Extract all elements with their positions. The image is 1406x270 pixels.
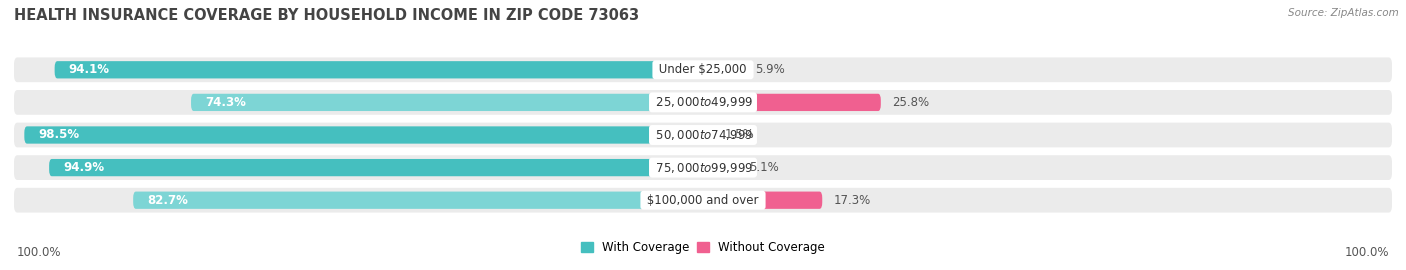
FancyBboxPatch shape: [703, 159, 738, 176]
Text: $50,000 to $74,999: $50,000 to $74,999: [652, 128, 754, 142]
Legend: With Coverage, Without Coverage: With Coverage, Without Coverage: [576, 236, 830, 259]
FancyBboxPatch shape: [14, 155, 1392, 180]
Text: 82.7%: 82.7%: [148, 194, 188, 207]
Text: 94.1%: 94.1%: [69, 63, 110, 76]
FancyBboxPatch shape: [14, 188, 1392, 212]
FancyBboxPatch shape: [14, 58, 1392, 82]
FancyBboxPatch shape: [14, 123, 1392, 147]
FancyBboxPatch shape: [49, 159, 703, 176]
Text: $25,000 to $49,999: $25,000 to $49,999: [652, 95, 754, 109]
Text: 1.5%: 1.5%: [724, 129, 754, 141]
Text: 98.5%: 98.5%: [38, 129, 79, 141]
FancyBboxPatch shape: [703, 126, 713, 144]
FancyBboxPatch shape: [14, 90, 1392, 115]
Text: $100,000 and over: $100,000 and over: [644, 194, 762, 207]
FancyBboxPatch shape: [134, 192, 703, 209]
Text: 100.0%: 100.0%: [1344, 246, 1389, 259]
Text: $75,000 to $99,999: $75,000 to $99,999: [652, 161, 754, 175]
Text: Under $25,000: Under $25,000: [655, 63, 751, 76]
Text: 5.1%: 5.1%: [749, 161, 779, 174]
Text: 94.9%: 94.9%: [63, 161, 104, 174]
FancyBboxPatch shape: [55, 61, 703, 78]
Text: 25.8%: 25.8%: [891, 96, 929, 109]
Text: 17.3%: 17.3%: [834, 194, 870, 207]
FancyBboxPatch shape: [703, 94, 880, 111]
Text: 74.3%: 74.3%: [205, 96, 246, 109]
Text: HEALTH INSURANCE COVERAGE BY HOUSEHOLD INCOME IN ZIP CODE 73063: HEALTH INSURANCE COVERAGE BY HOUSEHOLD I…: [14, 8, 640, 23]
FancyBboxPatch shape: [703, 61, 744, 78]
Text: Source: ZipAtlas.com: Source: ZipAtlas.com: [1288, 8, 1399, 18]
FancyBboxPatch shape: [24, 126, 703, 144]
FancyBboxPatch shape: [191, 94, 703, 111]
FancyBboxPatch shape: [703, 192, 823, 209]
Text: 100.0%: 100.0%: [17, 246, 62, 259]
Text: 5.9%: 5.9%: [755, 63, 785, 76]
